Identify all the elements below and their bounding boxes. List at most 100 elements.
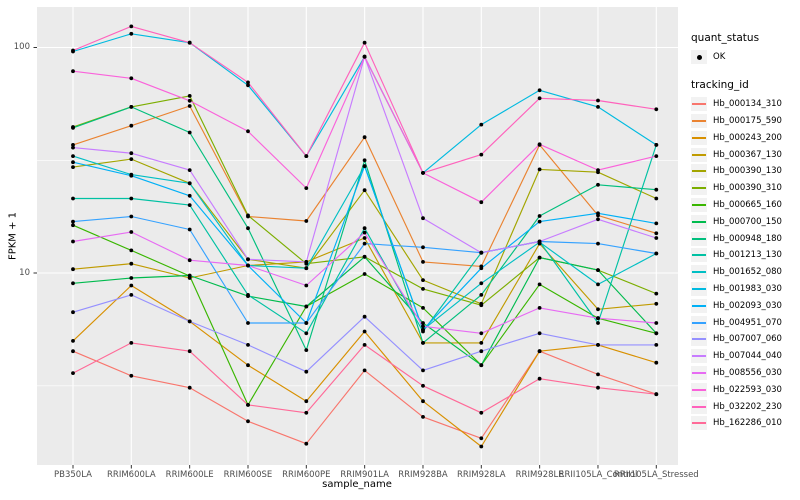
data-point — [362, 188, 367, 193]
data-points — [71, 24, 659, 449]
data-point — [129, 248, 134, 253]
legend-item-label: Hb_004951_070 — [713, 317, 782, 328]
legend-item: Hb_007007_060 — [691, 331, 799, 348]
legend-item-label: Hb_001652_080 — [713, 267, 782, 278]
series-color-swatch — [692, 170, 706, 173]
data-point — [654, 143, 659, 147]
data-point — [479, 122, 484, 127]
data-point — [129, 373, 134, 378]
legend-key — [691, 113, 707, 128]
data-point — [421, 171, 425, 175]
data-point — [71, 349, 75, 354]
data-point — [362, 230, 367, 235]
data-point — [596, 372, 600, 377]
data-point — [187, 40, 192, 45]
data-point — [246, 213, 250, 218]
data-point — [654, 187, 659, 192]
legend-item-label: Hb_000134_310 — [713, 99, 782, 110]
data-point — [246, 343, 250, 347]
data-point — [596, 168, 600, 173]
data-point — [537, 214, 542, 218]
x-tick-label: RRIM600LE — [165, 470, 214, 480]
legend-title-tracking-id: tracking_id — [691, 78, 749, 91]
data-point — [129, 276, 134, 280]
data-point — [246, 403, 250, 407]
data-point — [187, 385, 192, 390]
data-point — [71, 69, 75, 74]
data-point — [479, 363, 484, 368]
data-point — [71, 160, 75, 165]
data-point — [129, 196, 134, 201]
data-point — [362, 241, 367, 246]
legend-item-label: Hb_007044_040 — [713, 351, 782, 362]
legend: quant_status OK tracking_id Hb_000134_31… — [691, 32, 799, 432]
data-point — [596, 282, 600, 287]
data-point — [596, 268, 600, 272]
data-point — [421, 399, 425, 404]
legend-key — [691, 197, 707, 212]
data-point — [246, 363, 250, 368]
data-point — [362, 135, 367, 140]
data-point — [71, 154, 75, 159]
legend-key — [691, 315, 707, 330]
legend-item-label: Hb_008556_030 — [713, 367, 782, 378]
legend-key — [691, 416, 707, 431]
x-axis-title: sample_name — [322, 479, 392, 490]
data-point — [129, 105, 134, 109]
legend-item-label: Hb_032202_230 — [713, 401, 782, 412]
data-point — [71, 239, 75, 244]
data-point — [479, 152, 484, 157]
data-point — [421, 321, 425, 325]
data-point — [596, 105, 600, 109]
series-color-swatch — [692, 338, 706, 341]
data-point — [654, 343, 659, 347]
series-color-swatch — [692, 237, 706, 240]
data-point — [362, 329, 367, 334]
panel-background — [37, 7, 678, 465]
data-point — [129, 76, 134, 81]
series-color-swatch — [692, 405, 706, 408]
legend-item-label: Hb_000700_150 — [713, 216, 782, 227]
y-axis-title: FPKM + 1 — [7, 211, 19, 261]
data-point — [654, 301, 659, 306]
data-point — [129, 151, 134, 156]
data-point — [71, 310, 75, 315]
data-point — [362, 226, 367, 231]
data-point — [537, 219, 542, 224]
data-point — [537, 142, 542, 147]
data-point — [537, 255, 542, 260]
x-tick-label: RRIM600SE — [223, 470, 273, 480]
data-point — [362, 236, 367, 240]
data-point — [304, 304, 309, 309]
data-point — [362, 164, 367, 169]
legend-key — [691, 214, 707, 229]
data-point — [654, 291, 659, 296]
data-point — [362, 40, 367, 45]
legend-item-label: Hb_007007_060 — [713, 334, 782, 345]
data-point — [129, 283, 134, 288]
data-point — [71, 223, 75, 228]
data-point — [479, 410, 484, 415]
data-point — [304, 321, 309, 325]
data-point — [187, 104, 192, 108]
legend-item: Hb_000700_150 — [691, 213, 799, 230]
legend-item-label: Hb_000948_180 — [713, 233, 782, 244]
legend-key — [691, 147, 707, 162]
data-point — [362, 314, 367, 319]
legend-item: Hb_001652_080 — [691, 264, 799, 281]
legend-item: Hb_008556_030 — [691, 365, 799, 382]
data-point — [362, 158, 367, 163]
data-point — [246, 226, 250, 231]
data-point — [129, 341, 134, 345]
data-point — [246, 263, 250, 268]
data-point — [129, 293, 134, 297]
y-tick-label: 100 — [13, 42, 30, 52]
data-point — [304, 399, 309, 404]
legend-item-label: Hb_001213_130 — [713, 250, 782, 261]
data-point — [71, 48, 75, 53]
y-tick-label: 10 — [19, 267, 30, 278]
legend-item: Hb_162286_010 — [691, 415, 799, 432]
data-point — [187, 273, 192, 278]
data-point — [537, 376, 542, 381]
